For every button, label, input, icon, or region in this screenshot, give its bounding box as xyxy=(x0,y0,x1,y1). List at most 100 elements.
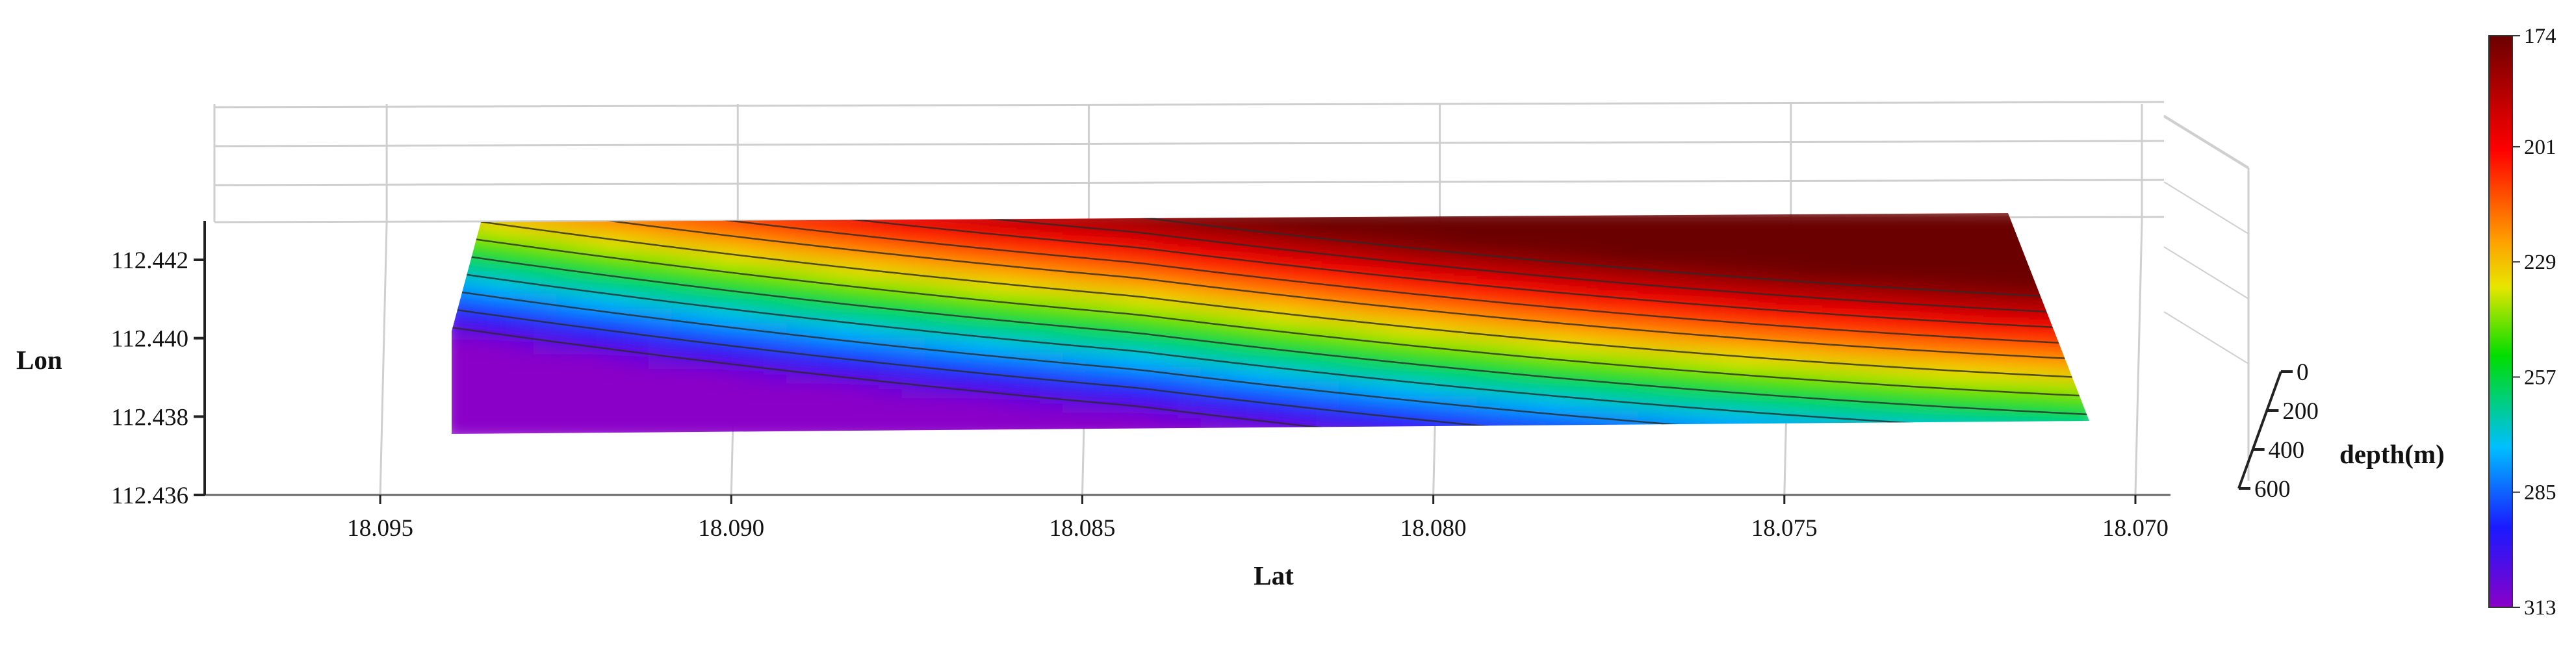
surface-cell xyxy=(694,397,719,413)
surface-cell xyxy=(1546,213,1571,223)
surface-cell xyxy=(924,426,949,434)
surface-cell xyxy=(1960,280,1985,296)
surface-cell xyxy=(1016,426,1041,434)
surface-cell xyxy=(1960,412,1985,428)
surface-cell xyxy=(947,324,972,340)
surface-cell xyxy=(924,412,949,428)
surface-cell xyxy=(1293,397,1317,413)
surface-cell xyxy=(1569,426,1593,434)
surface-cell xyxy=(533,251,558,267)
surface-cell xyxy=(452,353,466,370)
surface-cell xyxy=(1937,280,1962,296)
surface-cell xyxy=(1546,426,1571,434)
surface-cell xyxy=(1246,397,1271,413)
surface-cell xyxy=(1799,397,1823,413)
surface-cell xyxy=(602,338,627,355)
surface-cell xyxy=(1776,295,1801,311)
surface-cell xyxy=(1983,412,2008,428)
contour-line xyxy=(452,252,2089,416)
surface-cell xyxy=(1914,251,1939,267)
surface-cell xyxy=(2029,295,2054,311)
surface-cell xyxy=(625,397,650,413)
surface-cell xyxy=(1339,251,1363,267)
surface-cell xyxy=(994,383,1018,399)
surface-cell xyxy=(1707,309,1732,325)
surface-cell xyxy=(947,426,972,434)
surface-cell xyxy=(763,412,788,428)
surface-cell xyxy=(1109,295,1133,311)
surface-cell xyxy=(2075,397,2089,413)
surface-cell xyxy=(1661,412,1686,428)
surface-cell xyxy=(452,280,466,296)
surface-cell xyxy=(994,412,1018,428)
surface-cell xyxy=(1661,383,1686,399)
surface-cell xyxy=(1960,266,1985,282)
surface-cell xyxy=(1845,280,1870,296)
surface-cell xyxy=(452,295,466,311)
z-tick-label: 600 xyxy=(2254,476,2291,503)
surface-cell xyxy=(1591,280,1617,296)
surface-cell xyxy=(2006,236,2031,253)
surface-cell xyxy=(556,236,581,253)
right-grid-line xyxy=(2163,181,2249,234)
surface-cell xyxy=(1246,295,1271,311)
surface-cell xyxy=(763,353,788,370)
surface-cell xyxy=(1569,236,1593,253)
surface-cell xyxy=(763,236,788,253)
y-axis-label: Lon xyxy=(16,345,62,375)
surface-cell xyxy=(694,221,719,238)
surface-cell xyxy=(2029,221,2054,238)
surface-cell xyxy=(1315,426,1341,434)
surface-cell xyxy=(1960,353,1985,370)
surface-cell xyxy=(1868,221,1893,238)
surface-cell xyxy=(671,324,696,340)
surface-cell xyxy=(2075,426,2089,434)
surface-cell xyxy=(2075,251,2089,267)
surface-cell xyxy=(1200,213,1226,223)
surface-cell xyxy=(994,309,1018,325)
surface-cell xyxy=(452,368,466,384)
surface-cell xyxy=(2006,309,2031,325)
surface-cell xyxy=(786,353,811,370)
surface-cell xyxy=(1293,236,1317,253)
surface-cell xyxy=(1109,368,1133,384)
surface-cell xyxy=(1063,353,1087,370)
surface-cell xyxy=(1822,412,1847,428)
surface-cell xyxy=(1845,397,1870,413)
surface-cell xyxy=(855,295,880,311)
surface-cell xyxy=(1500,338,1525,355)
surface-cell xyxy=(1154,266,1179,282)
surface-cell xyxy=(1822,236,1847,253)
surface-cell xyxy=(1385,236,1410,253)
surface-cell xyxy=(1937,383,1962,399)
surface-cell xyxy=(970,213,995,223)
surface-cell xyxy=(487,324,512,340)
surface-cell xyxy=(1983,368,2008,384)
surface-cell xyxy=(1270,368,1294,384)
surface-cell xyxy=(1730,383,1755,399)
surface-cell xyxy=(740,324,765,340)
surface-cell xyxy=(1315,338,1341,355)
surface-cell xyxy=(1476,353,1502,370)
surface-cell xyxy=(1385,221,1410,238)
surface-cell xyxy=(1385,266,1410,282)
surface-cell xyxy=(809,213,834,223)
surface-cell xyxy=(740,368,765,384)
surface-cell xyxy=(1730,412,1755,428)
surface-cell xyxy=(694,426,719,434)
surface-cell xyxy=(625,412,650,428)
surface-cell xyxy=(1131,353,1156,370)
surface-cell xyxy=(1868,213,1893,223)
surface-cell xyxy=(1523,280,1547,296)
surface-cell xyxy=(2075,338,2089,355)
surface-cell xyxy=(464,353,489,370)
surface-cell xyxy=(878,213,903,223)
surface-cell xyxy=(1891,221,1916,238)
surface-cell xyxy=(1845,426,1870,434)
surface-cell xyxy=(1684,251,1708,267)
surface-cell xyxy=(786,280,811,296)
surface-cell xyxy=(1476,251,1502,267)
surface-cell xyxy=(786,412,811,428)
surface-cell xyxy=(1753,221,1778,238)
surface-cell xyxy=(648,266,673,282)
